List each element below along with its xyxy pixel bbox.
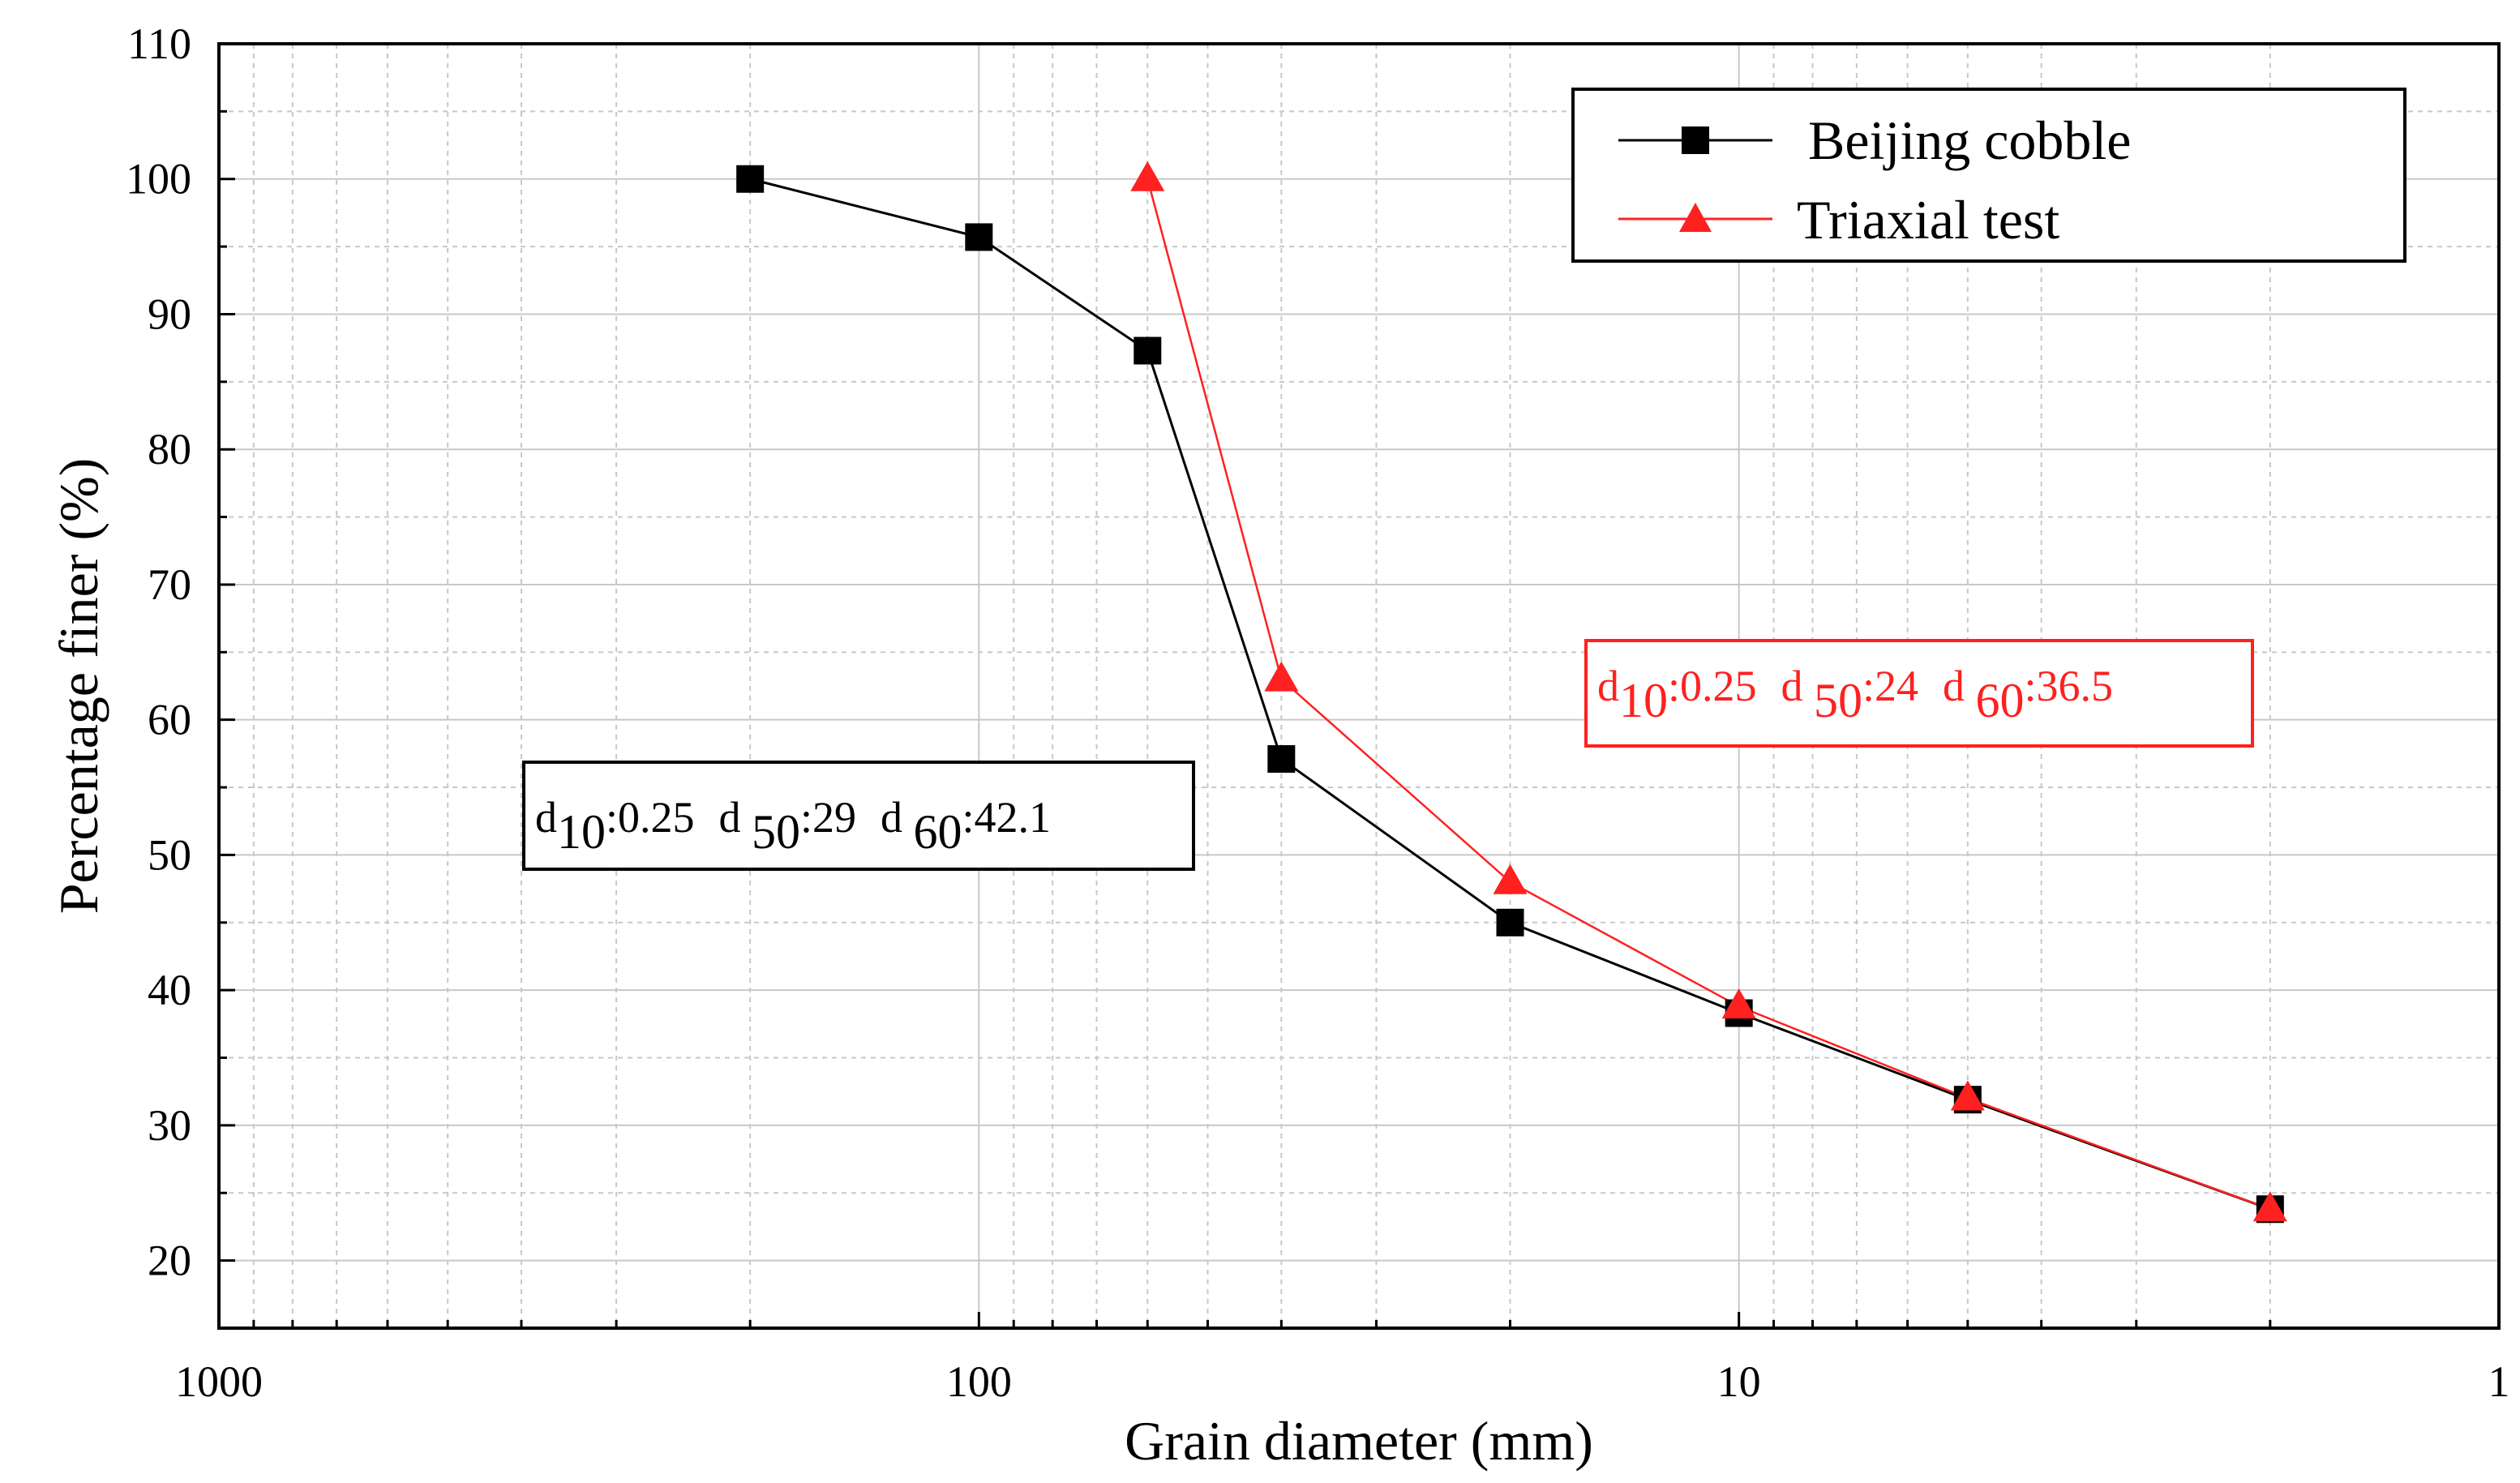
annotation-beijing-d50: 29: [812, 793, 856, 842]
y-tick-label: 20: [148, 1237, 191, 1285]
x-tick-label: 1: [2488, 1357, 2510, 1406]
y-tick-label: 30: [148, 1101, 191, 1150]
y-axis-title: Percentage finer (%): [48, 458, 109, 915]
data-point-triaxial-test: [1721, 988, 1756, 1019]
legend: Beijing cobble Triaxial test: [1571, 88, 2406, 263]
annotation-triaxial: d10:0.25 d 50:24 d 60:36.5: [1584, 639, 2254, 748]
data-point-beijing-cobble: [1134, 336, 1162, 365]
series-markers: [736, 161, 2287, 1224]
legend-marker-triaxial: [1679, 203, 1712, 232]
x-tick-label: 100: [946, 1357, 1012, 1406]
y-tick-labels: 20 30 40 50 60 70 80 90 100 110: [126, 19, 191, 1285]
y-tick-label: 110: [127, 19, 191, 68]
y-tick-label: 70: [148, 560, 191, 609]
plot-frame: [217, 42, 2501, 1330]
annotation-triaxial-d10: 0.25: [1680, 662, 1757, 710]
series-lines: [749, 178, 2271, 1211]
data-point-beijing-cobble: [1496, 908, 1524, 937]
data-point-triaxial-test: [1130, 161, 1165, 191]
data-point-beijing-cobble: [1267, 745, 1296, 774]
legend-label-beijing: Beijing cobble: [1808, 109, 2131, 171]
data-point-beijing-cobble: [736, 165, 765, 193]
annotation-triaxial-d60: 36.5: [2037, 662, 2114, 710]
x-axis-title: Grain diameter (mm): [1125, 1410, 1593, 1472]
annotation-beijing-box: [522, 761, 1195, 871]
data-point-triaxial-test: [1950, 1080, 1985, 1111]
y-tick-label: 90: [148, 289, 191, 338]
annotation-triaxial-box: [1584, 639, 2254, 748]
data-point-beijing-cobble: [965, 223, 993, 251]
axis-ticks: [217, 42, 2501, 1330]
data-point-triaxial-test: [1264, 661, 1299, 692]
series-line-triaxial-test: [1146, 178, 2271, 1211]
legend-box: [1571, 88, 2406, 263]
x-tick-labels: 1000 100 10 1: [175, 1357, 2510, 1406]
x-tick-label: 10: [1717, 1357, 1761, 1406]
y-tick-label: 50: [148, 830, 191, 879]
y-tick-label: 80: [148, 425, 191, 474]
y-tick-label: 60: [148, 696, 191, 744]
legend-marker-beijing: [1682, 126, 1709, 154]
data-point-triaxial-test: [2252, 1191, 2287, 1222]
x-tick-label: 1000: [175, 1357, 263, 1406]
y-tick-label: 40: [148, 966, 191, 1014]
annotation-beijing-d10: 0.25: [618, 793, 695, 842]
y-tick-label: 100: [126, 155, 191, 204]
data-point-triaxial-test: [1493, 864, 1528, 894]
annotation-triaxial-d50: 24: [1875, 662, 1918, 710]
annotation-beijing: d10:0.25 d 50:29 d 60:42.1: [522, 761, 1195, 871]
series-line-beijing-cobble: [749, 178, 2271, 1211]
annotation-beijing-d60: 42.1: [975, 793, 1052, 842]
legend-label-triaxial: Triaxial test: [1797, 189, 2059, 251]
